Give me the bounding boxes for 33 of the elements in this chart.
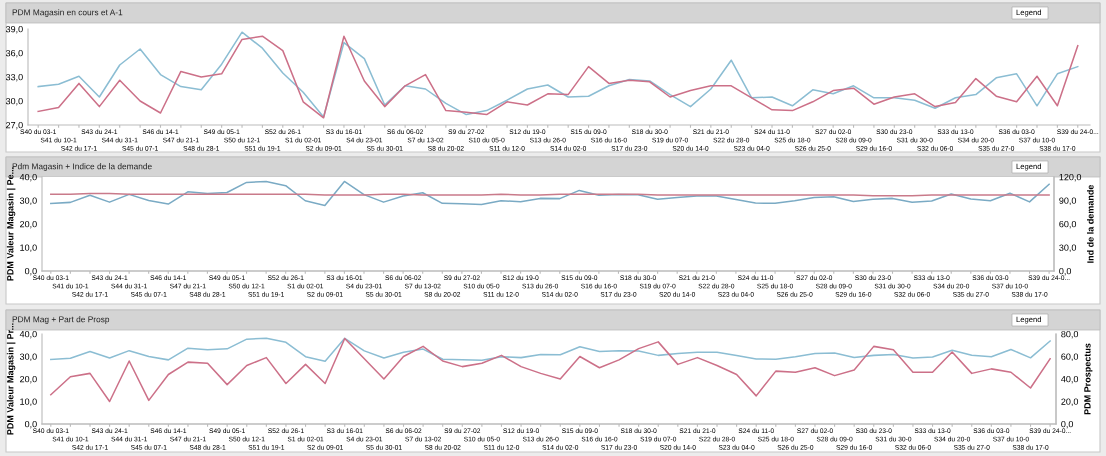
y2-tick-label: 30,0 xyxy=(1059,244,1077,252)
line-series xyxy=(50,337,1051,362)
y2-tick-label: 60,0 xyxy=(1059,220,1077,229)
y-tick-label: 30,0 xyxy=(19,197,37,205)
y2-axis-title: Ind de la demande xyxy=(1087,184,1094,263)
y2-tick-label: 0,0 xyxy=(1059,267,1072,276)
y-tick-label: 36,0 xyxy=(5,49,23,58)
y2-axis-title: PDM Prospectus xyxy=(1084,343,1093,415)
y2-tick-label: 60,0 xyxy=(1061,353,1079,361)
y2-tick-label: 80,0 xyxy=(1061,330,1079,339)
y2-tick-label: 90,0 xyxy=(1059,197,1077,205)
y-tick-label: 0,0 xyxy=(24,420,37,429)
chart-title: PDM Magasin en cours et A-1 xyxy=(12,9,123,17)
chart-title: PDM Mag + Part de Prosp xyxy=(12,316,110,324)
y-tick-label: 10,0 xyxy=(20,398,37,406)
y2-tick-label: 120,0 xyxy=(1059,173,1082,182)
y-tick-label: 40,0 xyxy=(19,173,37,182)
y-tick-label: 30,0 xyxy=(19,353,37,361)
y-tick-label: 30,0 xyxy=(5,97,23,106)
y-tick-label: 20,0 xyxy=(20,375,37,384)
y2-tick-label: 0,0 xyxy=(1061,420,1074,429)
y2-tick-label: 20,0 xyxy=(1061,398,1079,406)
line-series xyxy=(50,337,1051,403)
y-tick-label: 40,0 xyxy=(19,330,37,339)
y-axis-title: PDM Valeur Magasin | Pr... xyxy=(6,323,16,435)
y-tick-label: 20,0 xyxy=(20,220,37,229)
y-tick-label: 39,0 xyxy=(5,25,23,34)
line-series xyxy=(50,180,1050,207)
y2-tick-label: 40,0 xyxy=(1061,375,1079,384)
y-tick-label: 10,0 xyxy=(20,244,37,252)
y-tick-label: 0,0 xyxy=(24,267,37,276)
y-tick-label: 33,0 xyxy=(5,73,23,82)
y-tick-label: 27,0 xyxy=(6,121,23,130)
